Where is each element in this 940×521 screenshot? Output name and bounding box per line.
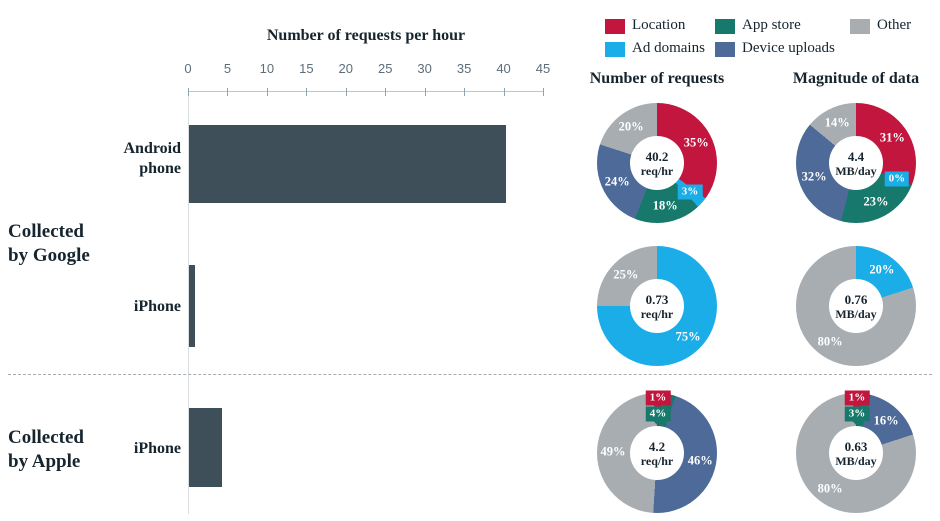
x-tick-mark	[345, 88, 347, 96]
group-label-apple: Collected by Apple	[8, 427, 84, 472]
x-tick-mark	[385, 88, 387, 96]
donut-slice-label-device_uploads: 24%	[604, 174, 630, 189]
donut-center-value: 0.73	[645, 291, 669, 307]
x-tick-mark	[306, 88, 308, 96]
donut-iphone-google-magnitude: 0.76 MB/day 20% 80%	[796, 246, 916, 366]
donut-slice-label-device_uploads: 16%	[873, 413, 899, 428]
row-label-iphone-apple: iPhone	[133, 440, 181, 457]
donut-callout-label-app_store: 3%	[844, 406, 870, 426]
donut-center-unit: req/hr	[640, 453, 674, 468]
donut-center-unit: MB/day	[835, 306, 877, 321]
donut-slice-label-ad_domains: 20%	[869, 262, 895, 277]
donut-slice-label-app_store: 18%	[652, 198, 678, 213]
row-label-iphone-google: iPhone	[133, 298, 181, 315]
donut-callout-label-ad_domains: 3%	[677, 184, 703, 200]
column-header-magnitude-of-data: Magnitude of data	[792, 70, 920, 87]
x-tick-label: 30	[417, 61, 432, 76]
donut-iphone-apple-magnitude: 0.63 MB/day 1% 3% 16% 80%	[796, 390, 916, 513]
donut-center-unit: MB/day	[835, 453, 877, 468]
donut-android-magnitude: 4.4 MB/day 31% 0% 23% 32% 14%	[796, 103, 916, 223]
donut-slice-label-location: 31%	[879, 130, 905, 145]
donut-callout-label-app_store: 4%	[645, 406, 671, 426]
donut-center-value: 0.63	[844, 438, 868, 454]
x-tick-label: 10	[259, 61, 275, 76]
legend-label: Location	[632, 17, 686, 33]
donut-center: 40.2 req/hr	[630, 136, 684, 190]
x-tick-mark	[503, 88, 505, 96]
donut-slice-label-other: 25%	[613, 267, 639, 282]
donut-slice-label-other: 20%	[618, 119, 644, 134]
bar-2	[189, 408, 222, 487]
donut-slice-label-app_store: 23%	[863, 194, 889, 209]
group-label-google: Collected by Google	[8, 221, 90, 266]
x-axis-line	[188, 91, 544, 92]
donut-center-unit: req/hr	[640, 163, 674, 178]
x-tick-label: 5	[223, 61, 232, 76]
donut-center: 0.63 MB/day	[829, 426, 883, 480]
row-label-android-phone: Android phone	[123, 140, 181, 177]
x-tick-mark	[464, 88, 466, 96]
donut-center-value: 4.2	[648, 438, 666, 454]
legend-label: Other	[877, 17, 912, 33]
donut-center: 0.73 req/hr	[630, 279, 684, 333]
x-tick-label: 40	[496, 61, 511, 76]
column-header-number-of-requests: Number of requests	[589, 70, 725, 87]
donut-slice-label-ad_domains: 75%	[675, 329, 701, 344]
x-tick-label: 25	[377, 61, 393, 76]
x-tick-label: 15	[299, 61, 314, 76]
donut-iphone-google-requests: 0.73 req/hr 75% 25%	[597, 246, 717, 366]
legend-swatch-device-uploads	[715, 42, 735, 57]
donut-slice-label-device_uploads: 46%	[687, 453, 713, 468]
donut-center: 4.4 MB/day	[829, 136, 883, 190]
x-tick-mark	[227, 88, 229, 96]
donut-slice-label-other: 49%	[600, 444, 626, 459]
donut-callout-label-location: 1%	[645, 390, 671, 410]
x-tick-label: 45	[535, 61, 551, 76]
x-tick-mark	[188, 88, 189, 96]
donut-callout-label-location: 1%	[844, 390, 870, 410]
donut-slice-label-location: 35%	[683, 135, 709, 150]
donut-center-unit: MB/day	[835, 163, 877, 178]
donut-slice-label-other: 80%	[817, 334, 843, 349]
bar-0	[189, 125, 506, 203]
donut-iphone-apple-requests: 4.2 req/hr 1% 4% 46% 49%	[597, 390, 717, 513]
group-divider-dashed-line	[8, 374, 932, 375]
baseline-axis-line	[188, 91, 189, 514]
legend-label: App store	[742, 17, 801, 33]
x-tick-mark	[543, 88, 544, 96]
donut-center: 4.2 req/hr	[630, 426, 684, 480]
x-tick-mark	[424, 88, 426, 96]
donut-center-value: 40.2	[645, 148, 669, 164]
donut-slice-label-device_uploads: 32%	[801, 169, 827, 184]
donut-slice-label-other: 80%	[817, 481, 843, 496]
legend-swatch-app-store	[715, 19, 735, 34]
donut-slice-label-other: 14%	[824, 115, 850, 130]
legend-swatch-other	[850, 19, 870, 34]
donut-callout-label-ad_domains: 0%	[884, 171, 910, 187]
donut-center: 0.76 MB/day	[829, 279, 883, 333]
legend-swatch-ad-domains	[605, 42, 625, 57]
bar-1	[189, 265, 195, 347]
x-tick-mark	[266, 88, 268, 96]
donut-center-unit: req/hr	[640, 306, 674, 321]
x-tick-label: 35	[456, 61, 472, 76]
x-tick-label: 20	[338, 61, 353, 76]
legend-label: Ad domains	[632, 40, 705, 56]
x-tick-label: 0	[184, 61, 192, 76]
legend-swatch-location	[605, 19, 625, 34]
donut-android-requests: 40.2 req/hr 35% 3% 18% 24% 20%	[597, 103, 717, 223]
donut-center-value: 4.4	[847, 148, 865, 164]
legend-label: Device uploads	[742, 40, 835, 56]
donut-center-value: 0.76	[844, 291, 868, 307]
bar-chart-title: Number of requests per hour	[266, 27, 466, 44]
